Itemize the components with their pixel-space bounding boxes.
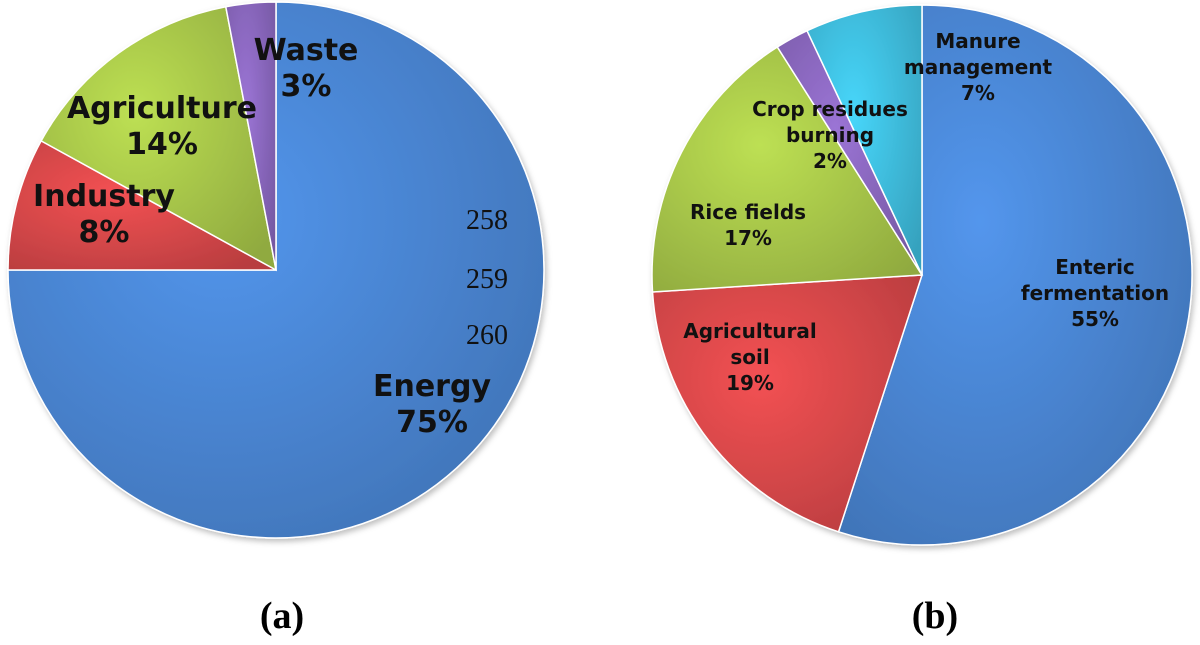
pie-chart-b-labels: Enteric fermentation 55% Agricultural soil 19…	[683, 29, 1169, 395]
pie-b-label-agricultural-soil: Agricultural soil 19%	[683, 319, 816, 395]
pie-a-label-industry: Industry 8%	[33, 179, 175, 250]
pie-a-slice-waste	[224, 1, 277, 271]
pie-chart-b	[651, 4, 1193, 546]
panel-label-b: (b)	[912, 595, 958, 637]
pie-a-label-waste: Waste 3%	[254, 33, 359, 104]
annotation-258: 258	[466, 205, 508, 236]
panel-label-a: (a)	[260, 595, 304, 637]
pie-a-label-energy: Energy 75%	[373, 369, 491, 440]
pie-b-label-enteric-fermentation: Enteric fermentation 55%	[1021, 255, 1169, 331]
annotation-260: 260	[466, 320, 508, 351]
pie-a-slice-agriculture	[40, 5, 278, 272]
pie-b-label-rice-fields: Rice fields 17%	[690, 200, 806, 250]
pie-b-label-crop-residues-burning: Crop residues burning 2%	[752, 97, 908, 173]
pie-chart-a-labels: Energy 75% Industry 8% Agriculture 14%Waste 3%	[33, 33, 491, 440]
annotation-259: 259	[466, 264, 508, 295]
pie-b-label-manure-management: Manure management 7%	[904, 29, 1053, 105]
pie-b-slice-manure-management	[806, 4, 923, 276]
pie-a-slice-industry	[7, 139, 277, 271]
pie-a-label-agriculture: Agriculture 14%	[67, 91, 257, 162]
pie-b-slice-enteric-fermentation	[837, 4, 1193, 546]
pie-chart-a	[7, 1, 545, 539]
pie-b-slice-agricultural-soil	[651, 274, 924, 533]
pie-b-slice-rice-fields	[651, 45, 924, 293]
